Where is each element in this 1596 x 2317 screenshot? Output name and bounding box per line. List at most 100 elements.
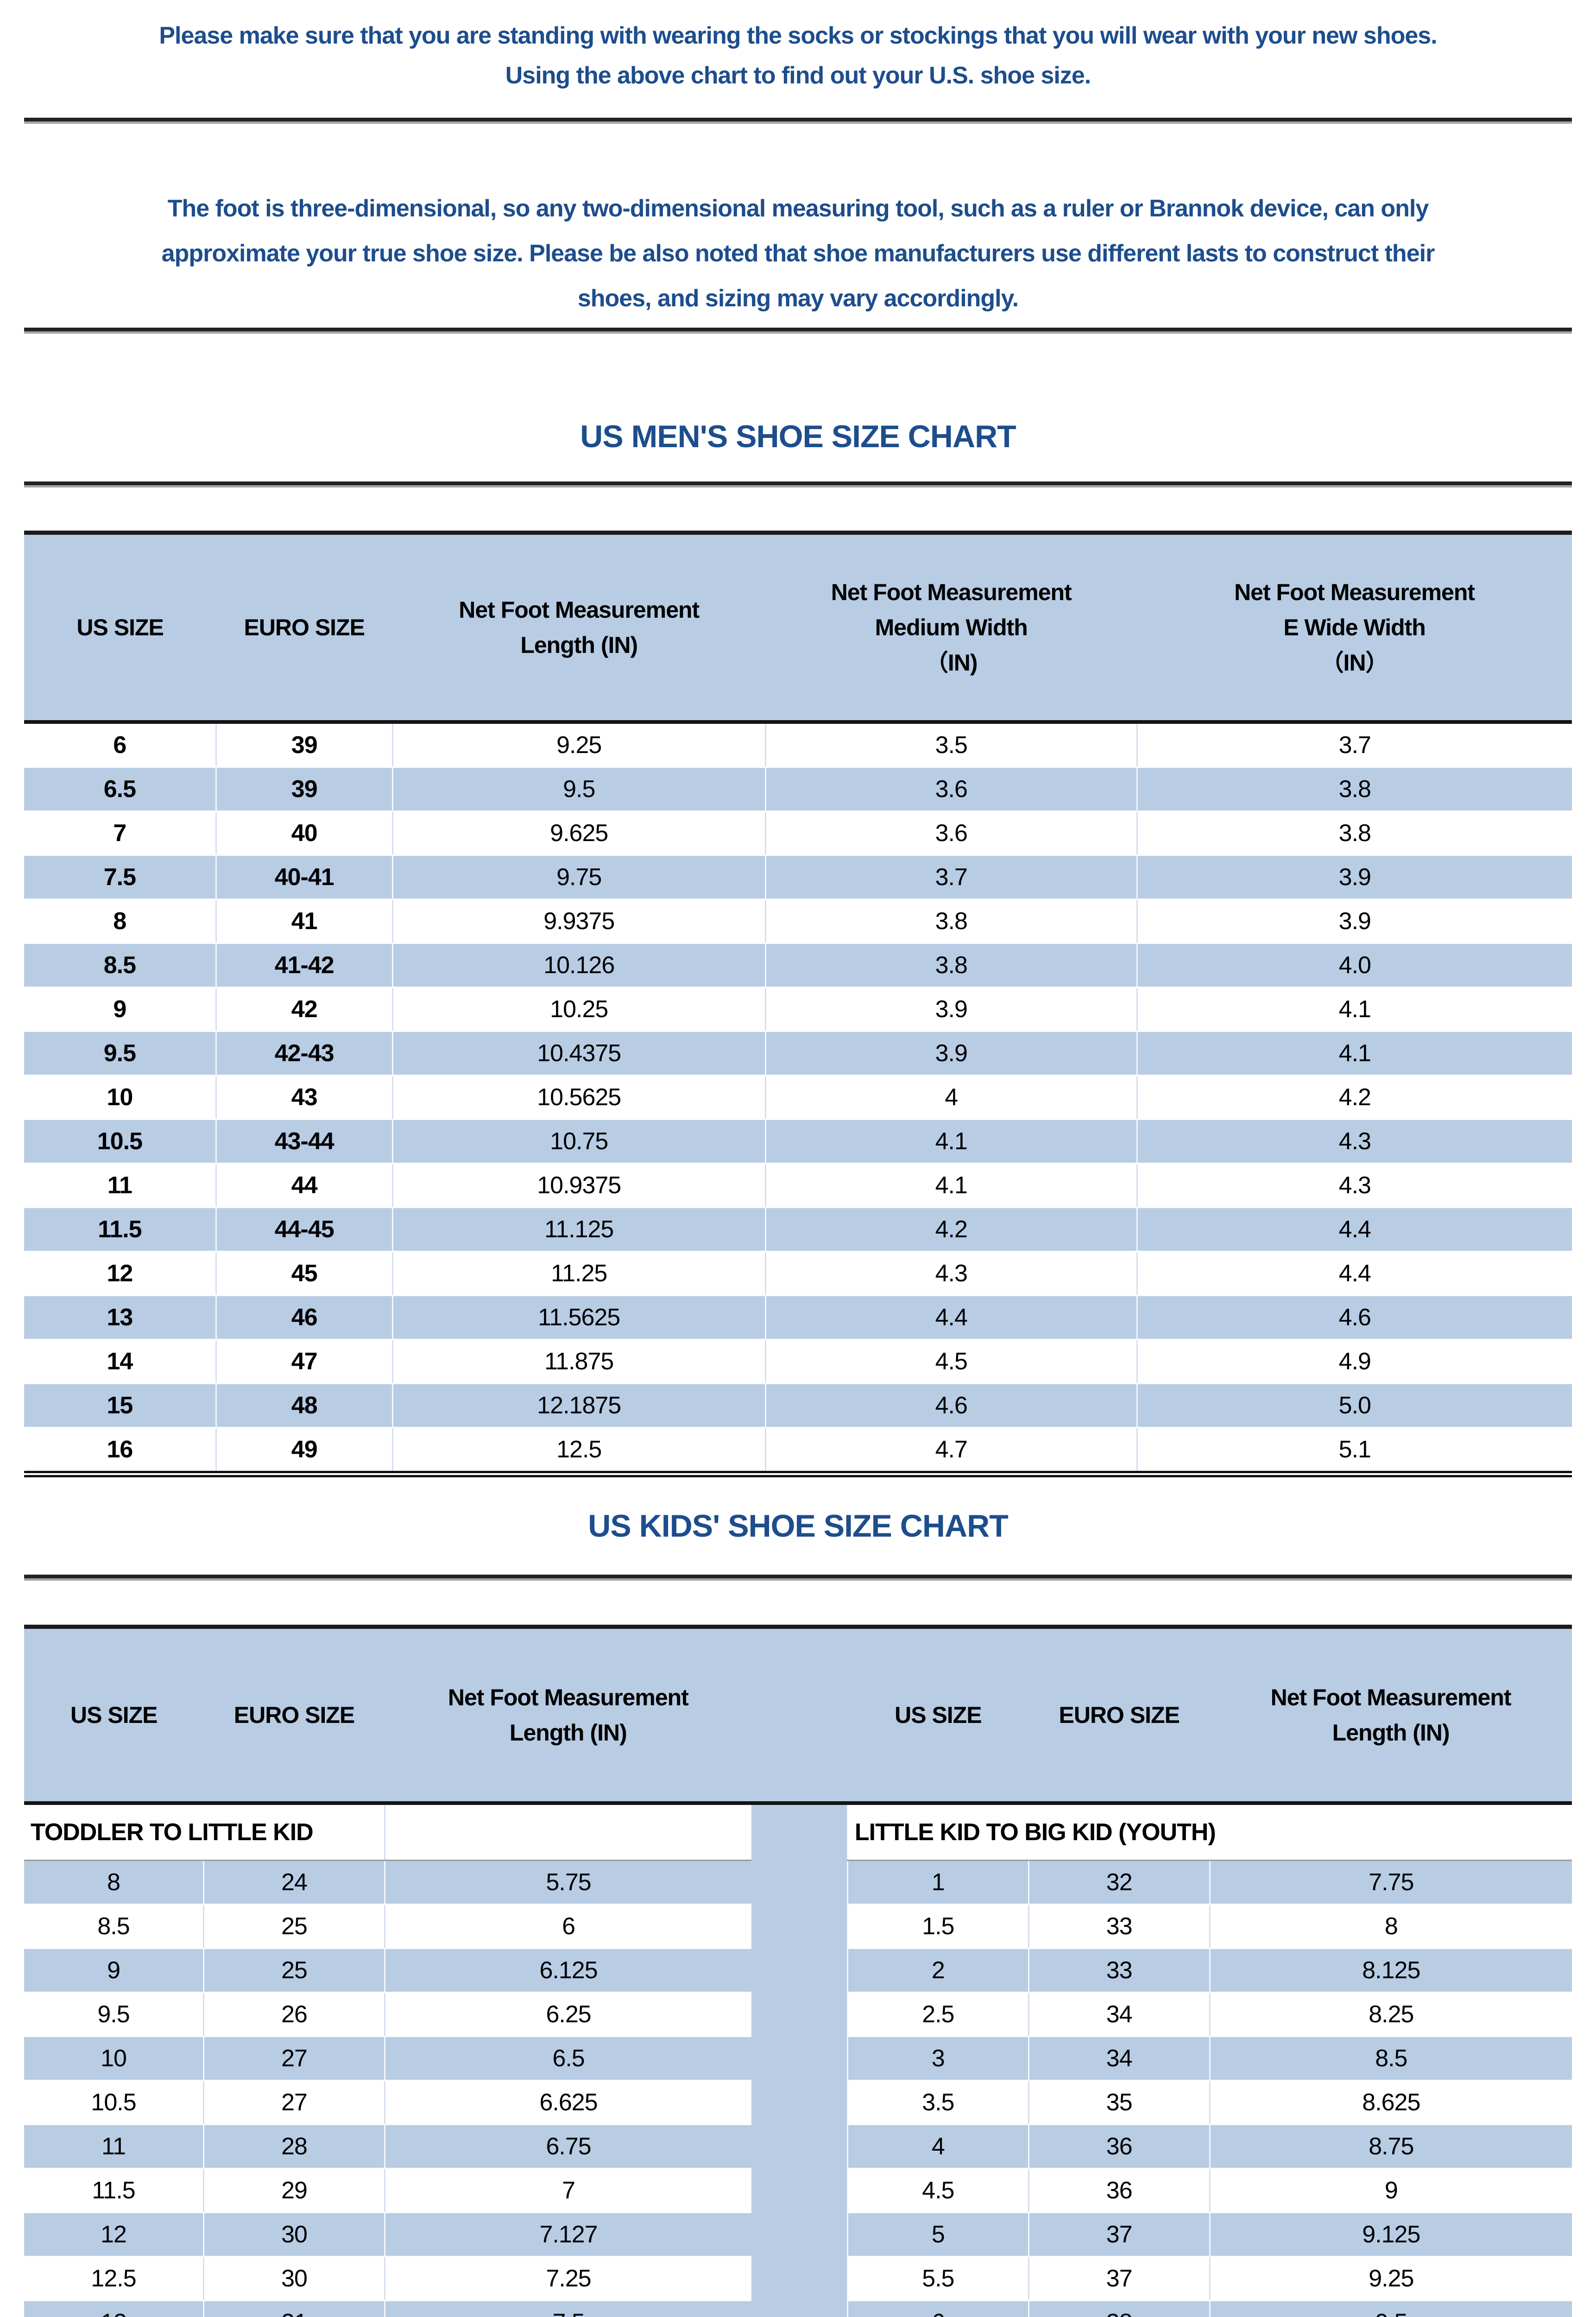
table-row: 6.5 39 9.5 3.6 3.8 — [24, 767, 1572, 812]
cell: 27 — [203, 2080, 385, 2125]
cell: 10.75 — [391, 1119, 766, 1164]
cell: 4.1 — [1136, 1031, 1572, 1076]
column-header: EURO SIZE — [1028, 1627, 1210, 1803]
cell: 43 — [215, 1075, 393, 1120]
cell: 3.9 — [764, 987, 1137, 1032]
cell: 12.5 — [391, 1427, 766, 1475]
section-divider — [24, 328, 1572, 331]
cell: 29 — [203, 2168, 385, 2213]
cell — [384, 1803, 752, 1861]
cell: 14 — [24, 1339, 216, 1384]
column-header: Net Foot Measurement Medium Width （IN) — [765, 532, 1137, 722]
cell: 9.25 — [1209, 2256, 1572, 2301]
section-label-row: TODDLER TO LITTLE KID LITTLE KID TO BIG … — [24, 1803, 1572, 1861]
cell: 11.5 — [24, 2168, 204, 2213]
table-row: 11 28 6.75 4 36 8.75 — [24, 2124, 1572, 2169]
cell: 10.9375 — [391, 1163, 766, 1208]
column-header: Net Foot Measurement E Wide Width （IN） — [1137, 532, 1572, 722]
table-divider-gap — [751, 2124, 848, 2169]
cell: 9.5 — [391, 767, 766, 812]
table-divider-gap — [751, 2168, 848, 2213]
cell: 13 — [24, 2300, 204, 2317]
table-row: 8.5 41-42 10.126 3.8 4.0 — [24, 943, 1572, 988]
cell: 25 — [203, 1904, 385, 1949]
table-row: 12 30 7.127 5 37 9.125 — [24, 2212, 1572, 2257]
table-row: 6 39 9.25 3.5 3.7 — [24, 722, 1572, 768]
cell: 3.6 — [764, 767, 1137, 812]
cell: 10.5 — [24, 2080, 204, 2125]
cell: 4.2 — [764, 1207, 1137, 1252]
table-divider-gap — [751, 2036, 848, 2081]
cell: 3.8 — [1136, 767, 1572, 812]
cell: 9.125 — [1209, 2212, 1572, 2257]
cell: 9.25 — [391, 722, 766, 768]
table-row: 13 46 11.5625 4.4 4.6 — [24, 1295, 1572, 1340]
cell: 4 — [764, 1075, 1137, 1120]
cell: 9.625 — [391, 811, 766, 856]
mens-chart-title: US MEN'S SHOE SIZE CHART — [580, 419, 1016, 454]
mens-size-table: US SIZE EURO SIZE Net Foot Measurement L… — [24, 531, 1572, 1477]
cell: 40 — [215, 811, 393, 856]
cell: 46 — [215, 1295, 393, 1340]
cell: 4.4 — [1136, 1251, 1572, 1296]
cell: 49 — [215, 1427, 393, 1475]
table-divider-gap — [751, 2212, 848, 2257]
cell: 9 — [24, 987, 216, 1032]
cell: 9 — [1209, 2168, 1572, 2213]
cell: 9.5 — [1209, 2300, 1572, 2317]
cell: 10.25 — [391, 987, 766, 1032]
cell: 31 — [203, 2300, 385, 2317]
table-row: 12.5 30 7.25 5.5 37 9.25 — [24, 2256, 1572, 2301]
cell: 6.25 — [384, 1992, 752, 2037]
cell: 4.2 — [1136, 1075, 1572, 1120]
table-row: 13317.5 6389.5 — [24, 2300, 1572, 2317]
kids-chart-title: US KIDS' SHOE SIZE CHART — [588, 1508, 1008, 1544]
cell: 6.75 — [384, 2124, 752, 2169]
column-header: EURO SIZE — [216, 532, 393, 722]
column-header: US SIZE — [24, 1627, 204, 1803]
cell: 9.9375 — [391, 899, 766, 944]
section-divider — [24, 481, 1572, 485]
cell: 10.4375 — [391, 1031, 766, 1076]
cell: 47 — [215, 1339, 393, 1384]
cell: 33 — [1028, 1948, 1210, 1993]
cell: 11.5 — [24, 1207, 216, 1252]
cell: 3.9 — [1136, 855, 1572, 900]
table-row: 12 45 11.25 4.3 4.4 — [24, 1251, 1572, 1296]
cell: 3 — [846, 2036, 1029, 2081]
cell: 39 — [215, 722, 393, 768]
cell: 10.5 — [24, 1119, 216, 1164]
cell: 4.0 — [1136, 943, 1572, 988]
table-divider-gap — [751, 1803, 848, 1861]
cell: 5.75 — [384, 1860, 752, 1905]
cell: 4.3 — [1136, 1163, 1572, 1208]
cell: 7.127 — [384, 2212, 752, 2257]
cell: 34 — [1028, 1992, 1210, 2037]
table-row: 8 24 5.75 1 32 7.75 — [24, 1860, 1572, 1905]
cell: 48 — [215, 1383, 393, 1428]
cell: 4.4 — [1136, 1207, 1572, 1252]
table-row: 16 49 12.5 4.7 5.1 — [24, 1427, 1572, 1475]
cell: 1 — [846, 1860, 1029, 1905]
header-row: US SIZE EURO SIZE Net Foot Measurement L… — [24, 1627, 1572, 1803]
cell: 1.5 — [846, 1904, 1029, 1949]
table-divider-gap — [751, 1627, 848, 1803]
cell: 8.5 — [1209, 2036, 1572, 2081]
cell: 3.8 — [1136, 811, 1572, 856]
cell: 9.75 — [391, 855, 766, 900]
cell: 10.126 — [391, 943, 766, 988]
section-label-toddler: TODDLER TO LITTLE KID — [24, 1803, 385, 1861]
section-label-youth: LITTLE KID TO BIG KID (YOUTH) — [846, 1803, 1572, 1861]
cell: 4.1 — [764, 1119, 1137, 1164]
cell: 3.6 — [764, 811, 1137, 856]
cell: 9 — [24, 1948, 204, 1993]
cell: 30 — [203, 2256, 385, 2301]
cell: 3.5 — [764, 722, 1137, 768]
cell: 36 — [1028, 2124, 1210, 2169]
cell: 7.25 — [384, 2256, 752, 2301]
cell: 3.5 — [846, 2080, 1029, 2125]
cell: 5 — [846, 2212, 1029, 2257]
cell: 2.5 — [846, 1992, 1029, 2037]
cell: 4.1 — [1136, 987, 1572, 1032]
